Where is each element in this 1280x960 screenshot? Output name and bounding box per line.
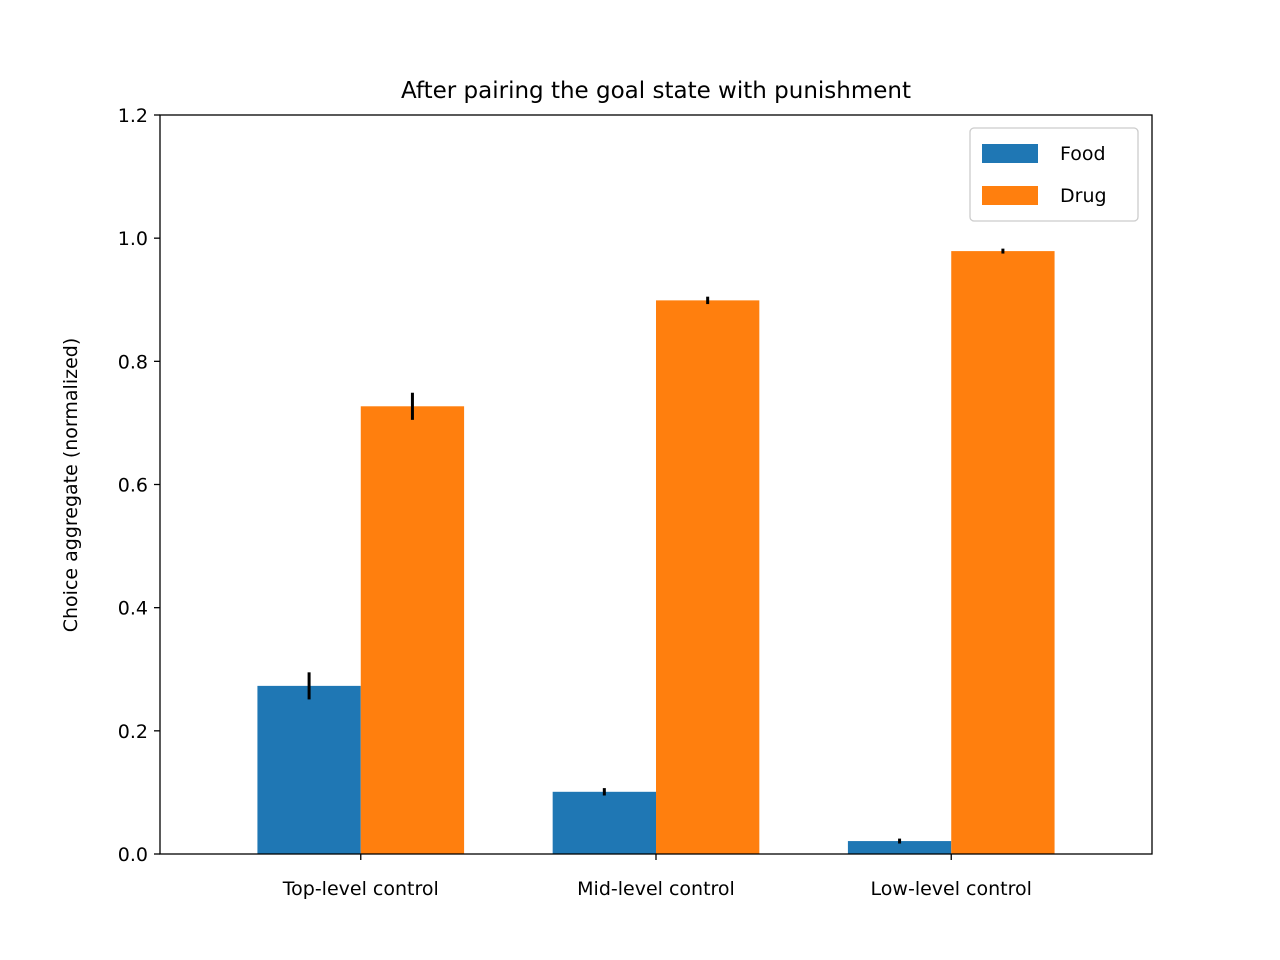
y-tick-label-3: 0.6 [118,475,148,497]
legend-swatch-drug [982,186,1038,205]
legend-swatch-food [982,144,1038,163]
legend-label-food: Food [1060,143,1106,165]
x-tick-label-2: Low-level control [871,878,1032,900]
legend-label-drug: Drug [1060,185,1107,207]
y-tick-label-4: 0.8 [118,351,148,373]
y-tick-label-6: 1.2 [118,105,148,127]
bar-food-2 [847,841,952,854]
legend: Food Drug [969,127,1139,222]
x-axis: Top-level control Mid-level control Low-le… [282,854,1032,900]
error-bars-layer [307,248,1005,844]
bar-drug-1 [656,300,760,854]
y-tick-label-0: 0.0 [118,844,148,866]
y-tick-label-5: 1.0 [118,228,148,250]
bars-layer [257,251,1055,854]
bar-drug-2 [951,251,1055,854]
chart-title: After pairing the goal state with punish… [401,78,911,104]
y-axis-label: Choice aggregate (normalized) [60,338,82,633]
y-axis: 0.0 0.2 0.4 0.6 0.8 1.0 1.2 [118,105,160,866]
bar-drug-0 [360,406,465,854]
legend-box [969,127,1139,222]
bar-food-1 [552,791,656,854]
y-tick-label-2: 0.4 [118,598,148,620]
x-tick-label-1: Mid-level control [577,878,735,900]
bar-food-0 [257,685,361,854]
y-tick-label-1: 0.2 [118,721,148,743]
x-tick-label-0: Top-level control [282,878,439,900]
